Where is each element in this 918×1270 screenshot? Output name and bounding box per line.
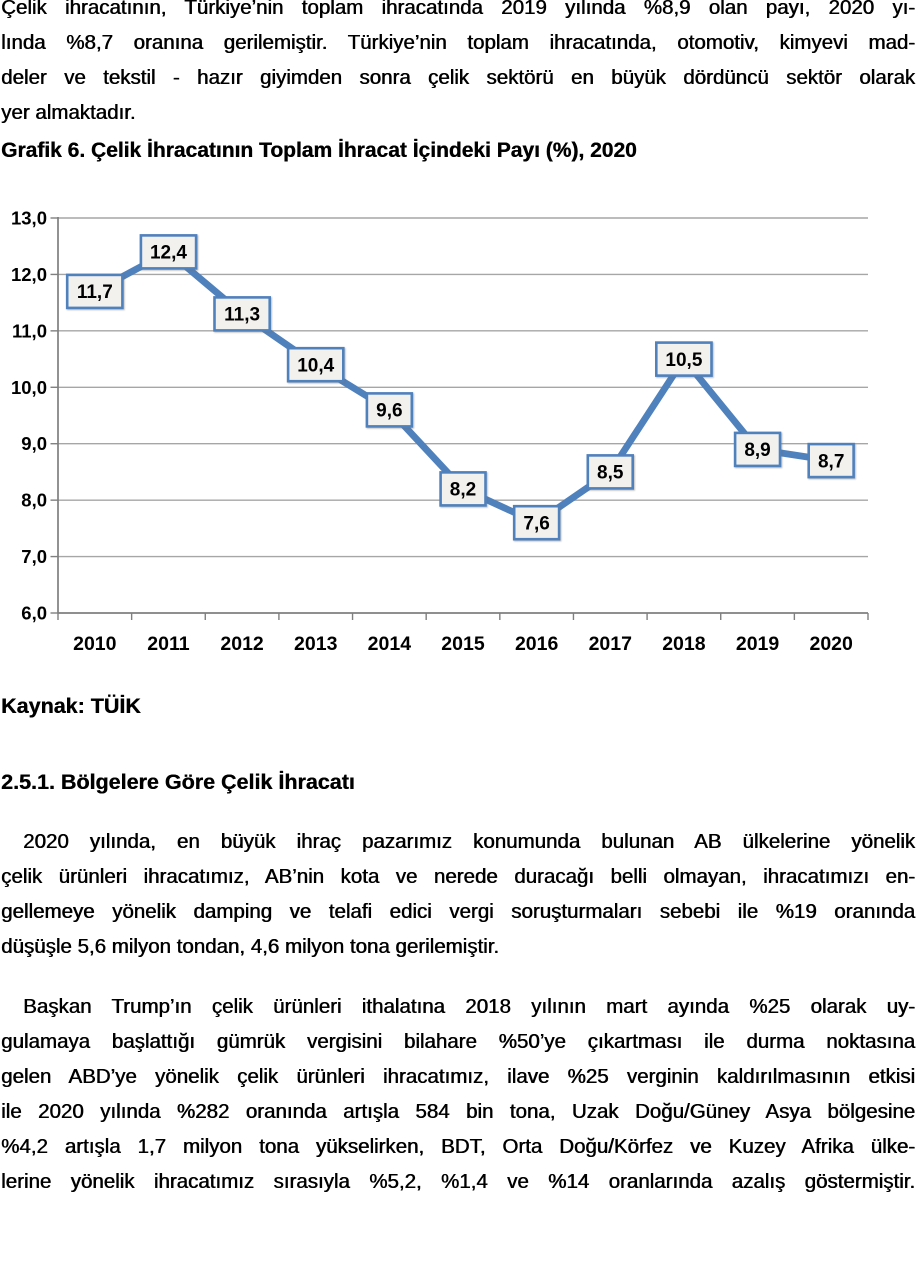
text-line: çelik ürünleri ihracatımız, AB’nin kota … xyxy=(1,865,915,888)
steel-export-share-line-chart: 6,0 7,0 8,0 9,0 10,0 11,0 12,0 13,0 11,7 12,4 11,3… xyxy=(11,208,869,655)
text-line: Çelik ihracatının, Türkiye’nin toplam ih… xyxy=(1,0,915,19)
data-label-box xyxy=(733,431,782,468)
data-labels: 11,7 12,4 11,3 10,4 9,6 8,2 7,6 8,5 10,5 8,9 8,7 xyxy=(65,234,855,541)
intro-paragraph: Çelik ihracatının, Türkiye’nin toplam ih… xyxy=(1,0,915,130)
text-line: lında %8,7 oranına gerilemiştir. Türkiye… xyxy=(1,31,915,54)
chart-container: 6,0 7,0 8,0 9,0 10,0 11,0 12,0 13,0 11,7 12,4 11,3… xyxy=(0,200,918,665)
text-line: gellemeye yönelik damping ve telafi edic… xyxy=(1,900,915,923)
data-label-box xyxy=(512,504,561,541)
data-label-box xyxy=(439,471,487,507)
text-line: düşüşle 5,6 milyon tondan, 4,6 milyon to… xyxy=(1,935,499,958)
y-tick-label: 12,0 xyxy=(11,264,47,285)
text-line: lerine yönelik ihracatımız sırasıyla %5,… xyxy=(1,1170,915,1193)
x-tick-label: 2019 xyxy=(736,633,780,655)
text-line: deler ve tekstil - hazır giyimden sonra … xyxy=(1,66,915,89)
text-line: 2020 yılında, en büyük ihraç pazarımız k… xyxy=(23,830,915,853)
y-tick-label: 10,0 xyxy=(11,377,47,398)
x-tick-label: 2012 xyxy=(220,633,264,655)
text-line: %4,2 artışla 1,7 milyon tona yükselirken… xyxy=(1,1135,915,1158)
y-tick-label: 8,0 xyxy=(21,490,47,511)
data-label-value: 12,4 xyxy=(150,243,187,264)
x-tick-label: 2010 xyxy=(73,633,117,655)
x-tick-label: 2016 xyxy=(515,633,559,655)
y-tick-label: 11,0 xyxy=(12,320,47,341)
text-line: ile 2020 yılında %282 oranında artışla 5… xyxy=(1,1100,915,1123)
x-tick-label: 2013 xyxy=(294,633,338,655)
data-label-value: 11,3 xyxy=(224,305,260,326)
data-label-box xyxy=(654,341,713,377)
text-line: yer almaktadır. xyxy=(1,101,136,124)
data-label-value: 10,5 xyxy=(665,350,702,371)
data-label-box xyxy=(213,296,272,332)
data-label-value: 8,7 xyxy=(818,451,844,472)
x-tick-label: 2014 xyxy=(368,633,412,655)
data-label-value: 10,4 xyxy=(297,356,334,377)
x-tick-label: 2018 xyxy=(662,633,706,655)
data-label-box xyxy=(807,442,855,479)
data-label-value: 8,9 xyxy=(744,440,770,461)
data-label-value: 7,6 xyxy=(523,514,549,535)
x-tick-label: 2020 xyxy=(809,633,853,655)
data-label-box xyxy=(286,346,345,383)
data-label-box xyxy=(586,454,634,490)
x-axis-labels: 2010 2011 2012 2013 2014 2015 2016 2017 2018 2019… xyxy=(73,633,853,655)
data-label-value: 11,7 xyxy=(77,282,113,303)
text-line: gulamaya başlattığı gümrük vergisini bil… xyxy=(1,1030,915,1053)
data-label-box xyxy=(65,273,124,310)
data-label-box xyxy=(365,392,414,428)
section-heading: 2.5.1. Bölgelere Göre Çelik İhracatı xyxy=(1,770,355,794)
data-label-box xyxy=(139,234,198,270)
chart-source-note: Kaynak: TÜİK xyxy=(1,694,141,718)
x-tick-label: 2015 xyxy=(441,633,485,655)
y-tick-label: 6,0 xyxy=(21,603,47,624)
text-line: gelen ABD’ye yönelik çelik ürünleri ihra… xyxy=(1,1065,915,1088)
text-line: Başkan Trump’ın çelik ürünleri ithalatın… xyxy=(23,995,915,1018)
y-tick-label: 13,0 xyxy=(11,208,47,229)
gridlines xyxy=(58,217,868,614)
data-label-value: 8,2 xyxy=(450,480,476,501)
y-tick-label: 9,0 xyxy=(21,433,47,454)
x-tick-label: 2017 xyxy=(589,633,632,655)
y-tick-label: 7,0 xyxy=(21,546,47,567)
y-axis-labels: 6,0 7,0 8,0 9,0 10,0 11,0 12,0 13,0 xyxy=(11,208,47,624)
paragraph-usa-exports: Başkan Trump’ın çelik ürünleri ithalatın… xyxy=(1,989,915,1199)
paragraph-eu-exports: 2020 yılında, en büyük ihraç pazarımız k… xyxy=(1,824,915,964)
chart-heading: Grafik 6. Çelik İhracatının Toplam İhrac… xyxy=(1,139,637,162)
axis-ticks xyxy=(50,217,58,614)
data-label-value: 9,6 xyxy=(376,401,402,422)
x-tick-label: 2011 xyxy=(147,633,189,655)
data-label-value: 8,5 xyxy=(597,463,624,484)
